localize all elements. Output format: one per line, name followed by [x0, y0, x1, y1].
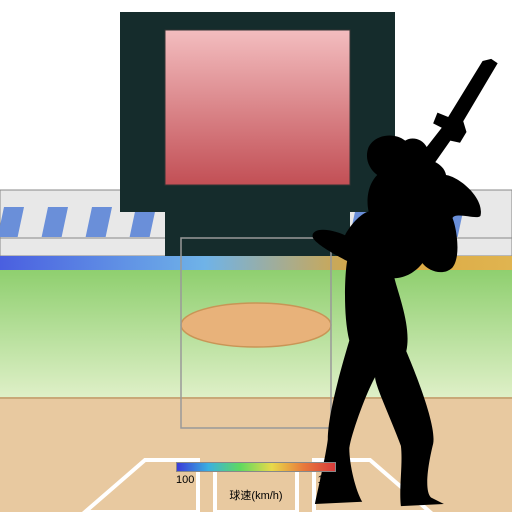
- legend-tick-min: 100: [176, 474, 194, 486]
- batter-silhouette: [302, 55, 512, 510]
- legend-color-bar: [176, 462, 336, 472]
- pitch-location-diagram: 100 150 球速(km/h): [0, 0, 512, 512]
- velocity-legend: 100 150 球速(km/h): [176, 462, 336, 503]
- legend-label: 球速(km/h): [176, 487, 336, 503]
- legend-ticks: 100 150: [176, 474, 336, 486]
- legend-tick-max: 150: [318, 474, 336, 486]
